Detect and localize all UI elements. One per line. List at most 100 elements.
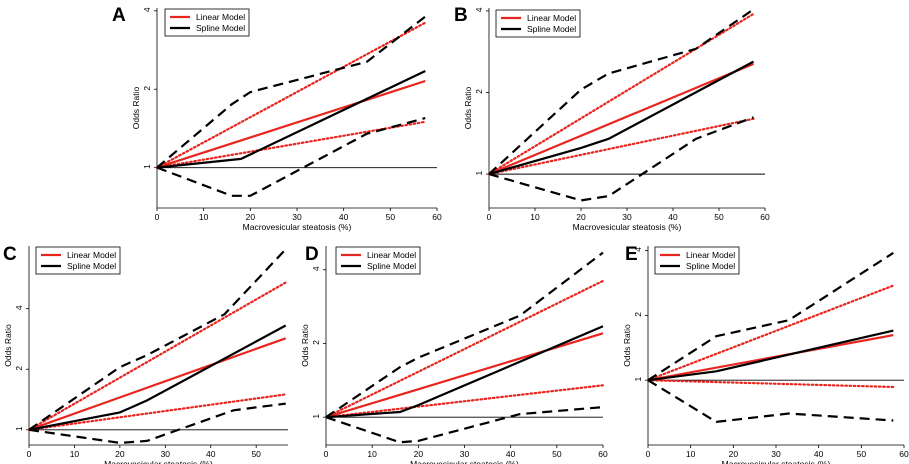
legend-label: Spline Model xyxy=(686,261,735,271)
linear-estimate-line xyxy=(488,62,754,176)
legend-box xyxy=(335,246,421,275)
x-tick-label: 0 xyxy=(487,212,492,222)
y-axis-label: Odds Ratio xyxy=(463,86,473,129)
spline-ci-upper-line xyxy=(325,251,604,419)
y-tick-label: 1 xyxy=(311,414,321,419)
y-axis-label: Odds Ratio xyxy=(131,86,141,129)
legend-box xyxy=(495,9,581,38)
y-tick-label: 4 xyxy=(311,266,321,271)
spline-ci-upper-line xyxy=(488,8,755,175)
x-axis-label: Macrovesicular steatosis (%) xyxy=(104,459,213,464)
y-tick-label: 2 xyxy=(142,86,152,91)
legend-box xyxy=(35,246,121,275)
x-tick-label: 50 xyxy=(552,449,562,459)
y-tick-label: 1 xyxy=(633,377,643,382)
y-axis-label: Odds Ratio xyxy=(300,324,310,367)
y-tick-label: 4 xyxy=(474,7,484,12)
x-tick-label: 20 xyxy=(246,212,256,222)
legend-label: Linear Model xyxy=(367,250,416,260)
x-tick-label: 20 xyxy=(576,212,586,222)
y-tick-label: 2 xyxy=(311,340,321,345)
spline-ci-lower-line xyxy=(647,379,894,424)
spline-estimate-line xyxy=(488,60,755,176)
x-tick-label: 50 xyxy=(251,449,261,459)
panel-letter: C xyxy=(3,244,17,265)
spline-ci-upper-line xyxy=(156,15,426,169)
linear-ci-upper-line xyxy=(646,284,895,382)
x-tick-label: 40 xyxy=(339,212,349,222)
linear-ci-upper-line xyxy=(27,281,287,431)
legend-label: Spline Model xyxy=(527,24,576,34)
x-tick-label: 40 xyxy=(506,449,516,459)
panel-c: C 0 10 20 30 40 50 1 2 4 Macrovesicular steatosis … xyxy=(3,244,288,464)
spline-ci-upper-line xyxy=(647,251,894,382)
y-tick-label: 4 xyxy=(14,305,24,310)
linear-ci-upper-line xyxy=(487,12,755,176)
x-tick-label: 50 xyxy=(714,212,724,222)
linear-ci-lower-line xyxy=(324,384,605,419)
x-axis-label: Macrovesicular steatosis (%) xyxy=(243,222,352,232)
legend-box xyxy=(164,8,250,37)
spline-estimate-line xyxy=(647,329,894,382)
x-tick-label: 10 xyxy=(530,212,540,222)
y-tick-label: 2 xyxy=(474,89,484,94)
y-tick-label: 2 xyxy=(633,312,643,317)
panel-a: A 0 10 20 30 40 50 60 1 2 4 Macrovesicular steatosi… xyxy=(112,5,442,232)
x-tick-label: 60 xyxy=(899,449,909,459)
y-tick-label: 1 xyxy=(14,426,24,431)
spline-ci-lower-line xyxy=(28,402,286,445)
panel-letter: E xyxy=(625,244,638,265)
x-tick-label: 50 xyxy=(857,449,867,459)
panel-letter: B xyxy=(454,5,468,26)
x-tick-label: 30 xyxy=(622,212,632,222)
linear-ci-lower-line xyxy=(27,393,287,431)
y-tick-label: 2 xyxy=(14,366,24,371)
x-tick-label: 20 xyxy=(414,449,424,459)
spline-ci-lower-line xyxy=(156,117,426,197)
x-axis-label: Macrovesicular steatosis (%) xyxy=(410,459,519,464)
y-tick-label: 4 xyxy=(633,247,643,252)
legend-label: Linear Model xyxy=(67,250,116,260)
legend-label: Spline Model xyxy=(67,261,116,271)
linear-estimate-line xyxy=(647,334,894,382)
x-tick-label: 10 xyxy=(199,212,209,222)
x-tick-label: 0 xyxy=(27,449,32,459)
x-tick-label: 20 xyxy=(115,449,125,459)
y-tick-label: 1 xyxy=(142,164,152,169)
legend-label: Spline Model xyxy=(367,261,416,271)
spline-ci-lower-line xyxy=(488,116,754,202)
panel-e: E 0 10 20 30 40 50 60 1 2 4 Macrovesicular steatosi… xyxy=(622,244,909,464)
legend-label: Linear Model xyxy=(196,12,245,22)
spline-ci-lower-line xyxy=(325,406,604,444)
panel-d: D 0 10 20 30 40 50 60 1 2 4 Macrovesicular steatosi… xyxy=(300,244,608,464)
x-tick-label: 60 xyxy=(432,212,442,222)
panel-letter: D xyxy=(305,244,319,265)
x-tick-label: 30 xyxy=(292,212,302,222)
x-tick-label: 20 xyxy=(729,449,739,459)
linear-estimate-line xyxy=(28,337,287,431)
spline-ci-upper-line xyxy=(28,248,287,431)
linear-ci-lower-line xyxy=(487,117,755,176)
spline-estimate-line xyxy=(28,324,287,431)
x-tick-label: 10 xyxy=(70,449,80,459)
x-tick-label: 30 xyxy=(771,449,781,459)
x-tick-label: 40 xyxy=(814,449,824,459)
linear-estimate-line xyxy=(156,79,426,169)
y-axis-label: Odds Ratio xyxy=(622,324,632,367)
legend-label: Linear Model xyxy=(527,13,576,23)
y-tick-label: 4 xyxy=(142,7,152,12)
spline-estimate-line xyxy=(325,325,604,419)
x-tick-label: 40 xyxy=(668,212,678,222)
legend-label: Linear Model xyxy=(686,250,735,260)
x-tick-label: 0 xyxy=(155,212,160,222)
legend-box xyxy=(654,246,740,275)
x-tick-label: 60 xyxy=(760,212,770,222)
spline-estimate-line xyxy=(156,70,426,169)
y-axis-label: Odds Ratio xyxy=(3,324,13,367)
x-tick-label: 30 xyxy=(460,449,470,459)
